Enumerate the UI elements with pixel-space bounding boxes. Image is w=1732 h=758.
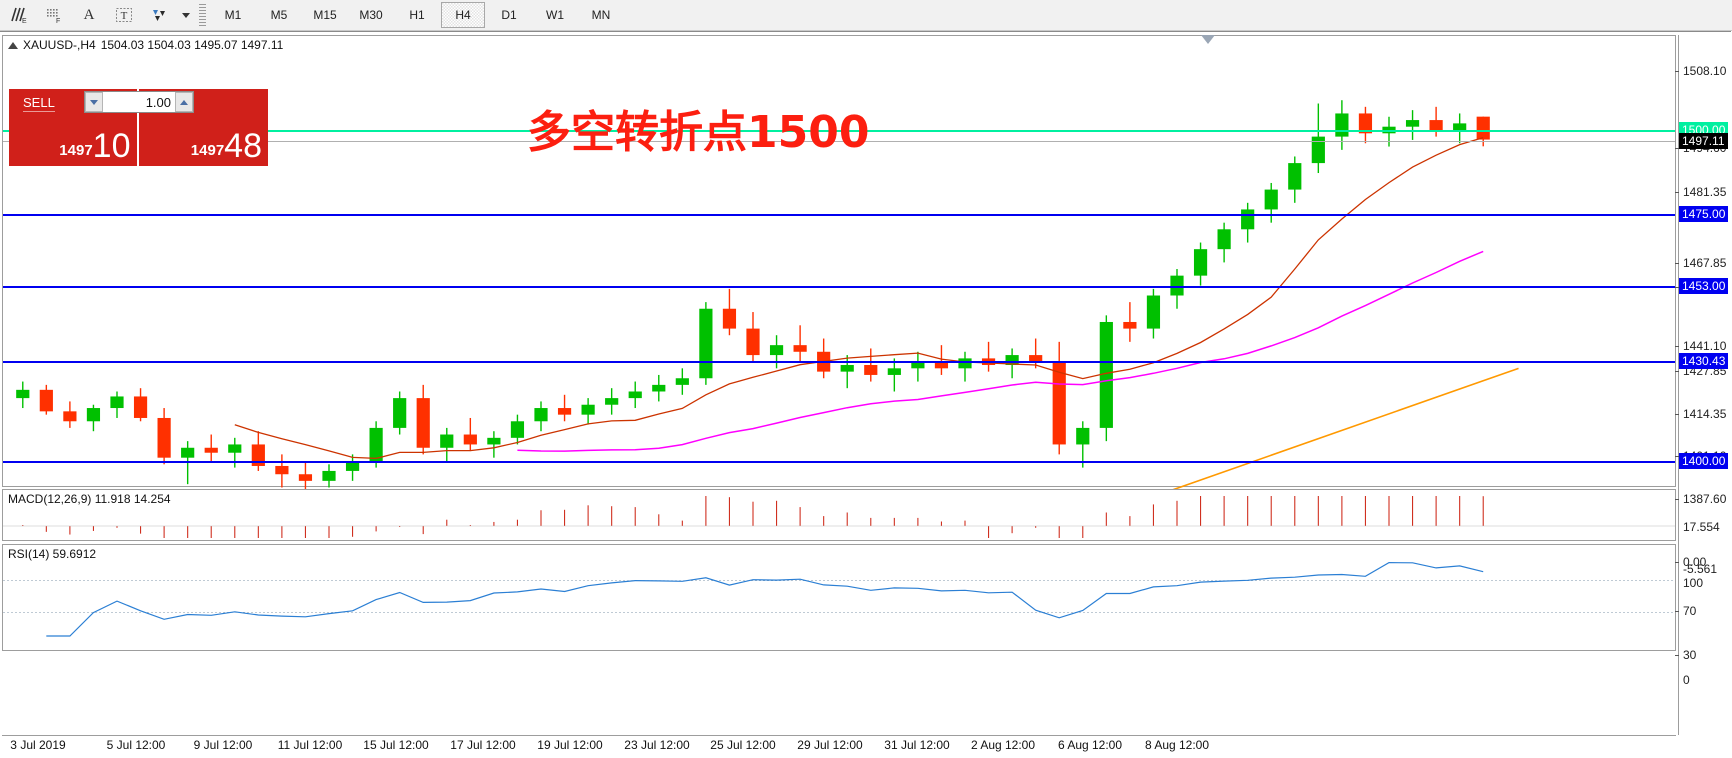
sell-button[interactable]: SELL 149710 [9, 89, 139, 166]
sell-label: SELL [23, 95, 55, 112]
svg-text:E: E [22, 18, 27, 24]
time-tick: 8 Aug 12:00 [1144, 738, 1210, 752]
buy-price-pips: 48 [224, 127, 262, 165]
rsi-tick: 100 [1683, 576, 1704, 590]
rsi-tick: 30 [1675, 648, 1696, 662]
time-tick: 11 Jul 12:00 [277, 738, 343, 752]
chevron-down-icon [90, 99, 98, 105]
time-tick: 17 Jul 12:00 [450, 738, 516, 752]
timeframe-h4[interactable]: H4 [441, 2, 485, 28]
grid-icon[interactable]: F [38, 1, 70, 29]
macd-histogram [3, 496, 1675, 538]
volume-input[interactable]: 1.00 [145, 94, 171, 110]
level-label-1430: 1430.43 [1679, 353, 1729, 369]
price-tick: 1467.85 [1675, 256, 1726, 270]
objects-dropdown-icon[interactable] [178, 1, 194, 29]
time-tick: 31 Jul 12:00 [884, 738, 950, 752]
chevron-up-icon [180, 99, 188, 105]
objects-icon[interactable] [143, 1, 175, 29]
text-label-icon[interactable]: T [108, 1, 140, 29]
time-tick: 3 Jul 2019 [10, 738, 66, 752]
price-tick: 1508.10 [1675, 64, 1726, 78]
symbol-ohlc-label: XAUUSD-,H4 1504.03 1504.03 1495.07 1497.… [8, 38, 283, 52]
price-tick: 1481.35 [1675, 185, 1726, 199]
level-line-1430[interactable] [3, 361, 1675, 363]
timeframe-w1[interactable]: W1 [546, 8, 564, 22]
rsi-tick: 70 [1675, 604, 1696, 618]
indicators-icon[interactable]: E [3, 1, 35, 29]
level-label-1453: 1453.00 [1679, 278, 1729, 294]
symbol-name: XAUUSD-,H4 [23, 38, 96, 52]
level-line-1453[interactable] [3, 286, 1675, 288]
timeframe-mn[interactable]: MN [591, 8, 611, 22]
time-tick: 2 Aug 12:00 [970, 738, 1036, 752]
price-pane[interactable]: XAUUSD-,H4 1504.03 1504.03 1495.07 1497.… [2, 35, 1676, 535]
timeframe-m5[interactable]: M5 [270, 8, 288, 22]
macd-label: MACD(12,26,9) 11.918 14.254 [8, 492, 171, 506]
svg-text:F: F [56, 18, 60, 24]
time-tick: 29 Jul 12:00 [797, 738, 863, 752]
sell-price-big: 1497 [59, 142, 93, 159]
current-price-line-1497 [3, 141, 1675, 142]
time-tick: 25 Jul 12:00 [710, 738, 776, 752]
one-click-trade-panel[interactable]: SELL 149710 BUY 149748 1.00 [9, 89, 268, 166]
time-tick: 6 Aug 12:00 [1057, 738, 1123, 752]
timeframe-h1[interactable]: H1 [409, 8, 425, 22]
time-scale[interactable]: 3 Jul 2019 5 Jul 12:00 9 Jul 12:00 11 Ju… [2, 735, 1676, 758]
chart-up-arrow-icon [8, 41, 18, 49]
time-tick: 15 Jul 12:00 [363, 738, 429, 752]
volume-decrease-button[interactable] [85, 92, 103, 112]
crosshair-marker-icon [1201, 35, 1215, 44]
timeframe-d1[interactable]: D1 [501, 8, 517, 22]
buy-price: 149748 [139, 127, 262, 165]
buy-price-big: 1497 [190, 142, 225, 159]
text-tool-icon[interactable]: A [83, 6, 95, 23]
sell-price-pips: 10 [92, 127, 131, 165]
macd-tick: -5.561 [1683, 562, 1718, 576]
timeframe-m1[interactable]: M1 [224, 8, 242, 22]
resistance-line-1500[interactable] [3, 130, 1675, 132]
time-tick: 5 Jul 12:00 [106, 738, 166, 752]
time-tick: 19 Jul 12:00 [537, 738, 603, 752]
level-label-1475: 1475.00 [1679, 206, 1729, 222]
rsi-tick: 0 [1683, 673, 1690, 687]
level-line-1475[interactable] [3, 214, 1675, 216]
volume-increase-button[interactable] [175, 92, 193, 112]
macd-pane[interactable]: MACD(12,26,9) 11.918 14.254 [2, 489, 1676, 541]
bid-price-label: 1497.11 [1679, 133, 1728, 149]
rsi-line [3, 561, 1675, 637]
level-line-1400[interactable] [3, 461, 1675, 463]
rsi-pane[interactable]: RSI(14) 59.6912 [2, 544, 1676, 651]
macd-tick: 17.554 [1683, 520, 1720, 534]
price-tick: 1441.10 [1675, 339, 1726, 353]
macd-tick: 0.00 [1675, 555, 1706, 569]
level-label-1400: 1400.00 [1679, 453, 1729, 469]
chart-area[interactable]: XAUUSD-,H4 1504.03 1504.03 1495.07 1497.… [0, 31, 1731, 754]
rsi-label: RSI(14) 59.6912 [8, 547, 97, 561]
price-tick: 1414.35 [1675, 407, 1726, 421]
volume-stepper[interactable]: 1.00 [84, 91, 194, 113]
toolbar-separator [199, 4, 206, 26]
main-toolbar: E F A T M1 M5 M15 M30 H1 H4 D1 [0, 0, 1732, 31]
time-tick: 9 Jul 12:00 [193, 738, 253, 752]
price-scale[interactable]: 1508.10 1494.60 1481.35 1467.85 1454.60 … [1675, 35, 1731, 735]
price-tick: 1387.60 [1675, 492, 1726, 506]
chart-annotation-text[interactable]: 多空转折点1500 [527, 107, 870, 158]
svg-text:T: T [121, 10, 128, 22]
timeframe-m30[interactable]: M30 [359, 8, 383, 22]
timeframe-m15[interactable]: M15 [313, 8, 337, 22]
time-tick: 23 Jul 12:00 [624, 738, 690, 752]
sell-price: 149710 [9, 127, 131, 165]
ohlc-values: 1504.03 1504.03 1495.07 1497.11 [100, 38, 284, 52]
